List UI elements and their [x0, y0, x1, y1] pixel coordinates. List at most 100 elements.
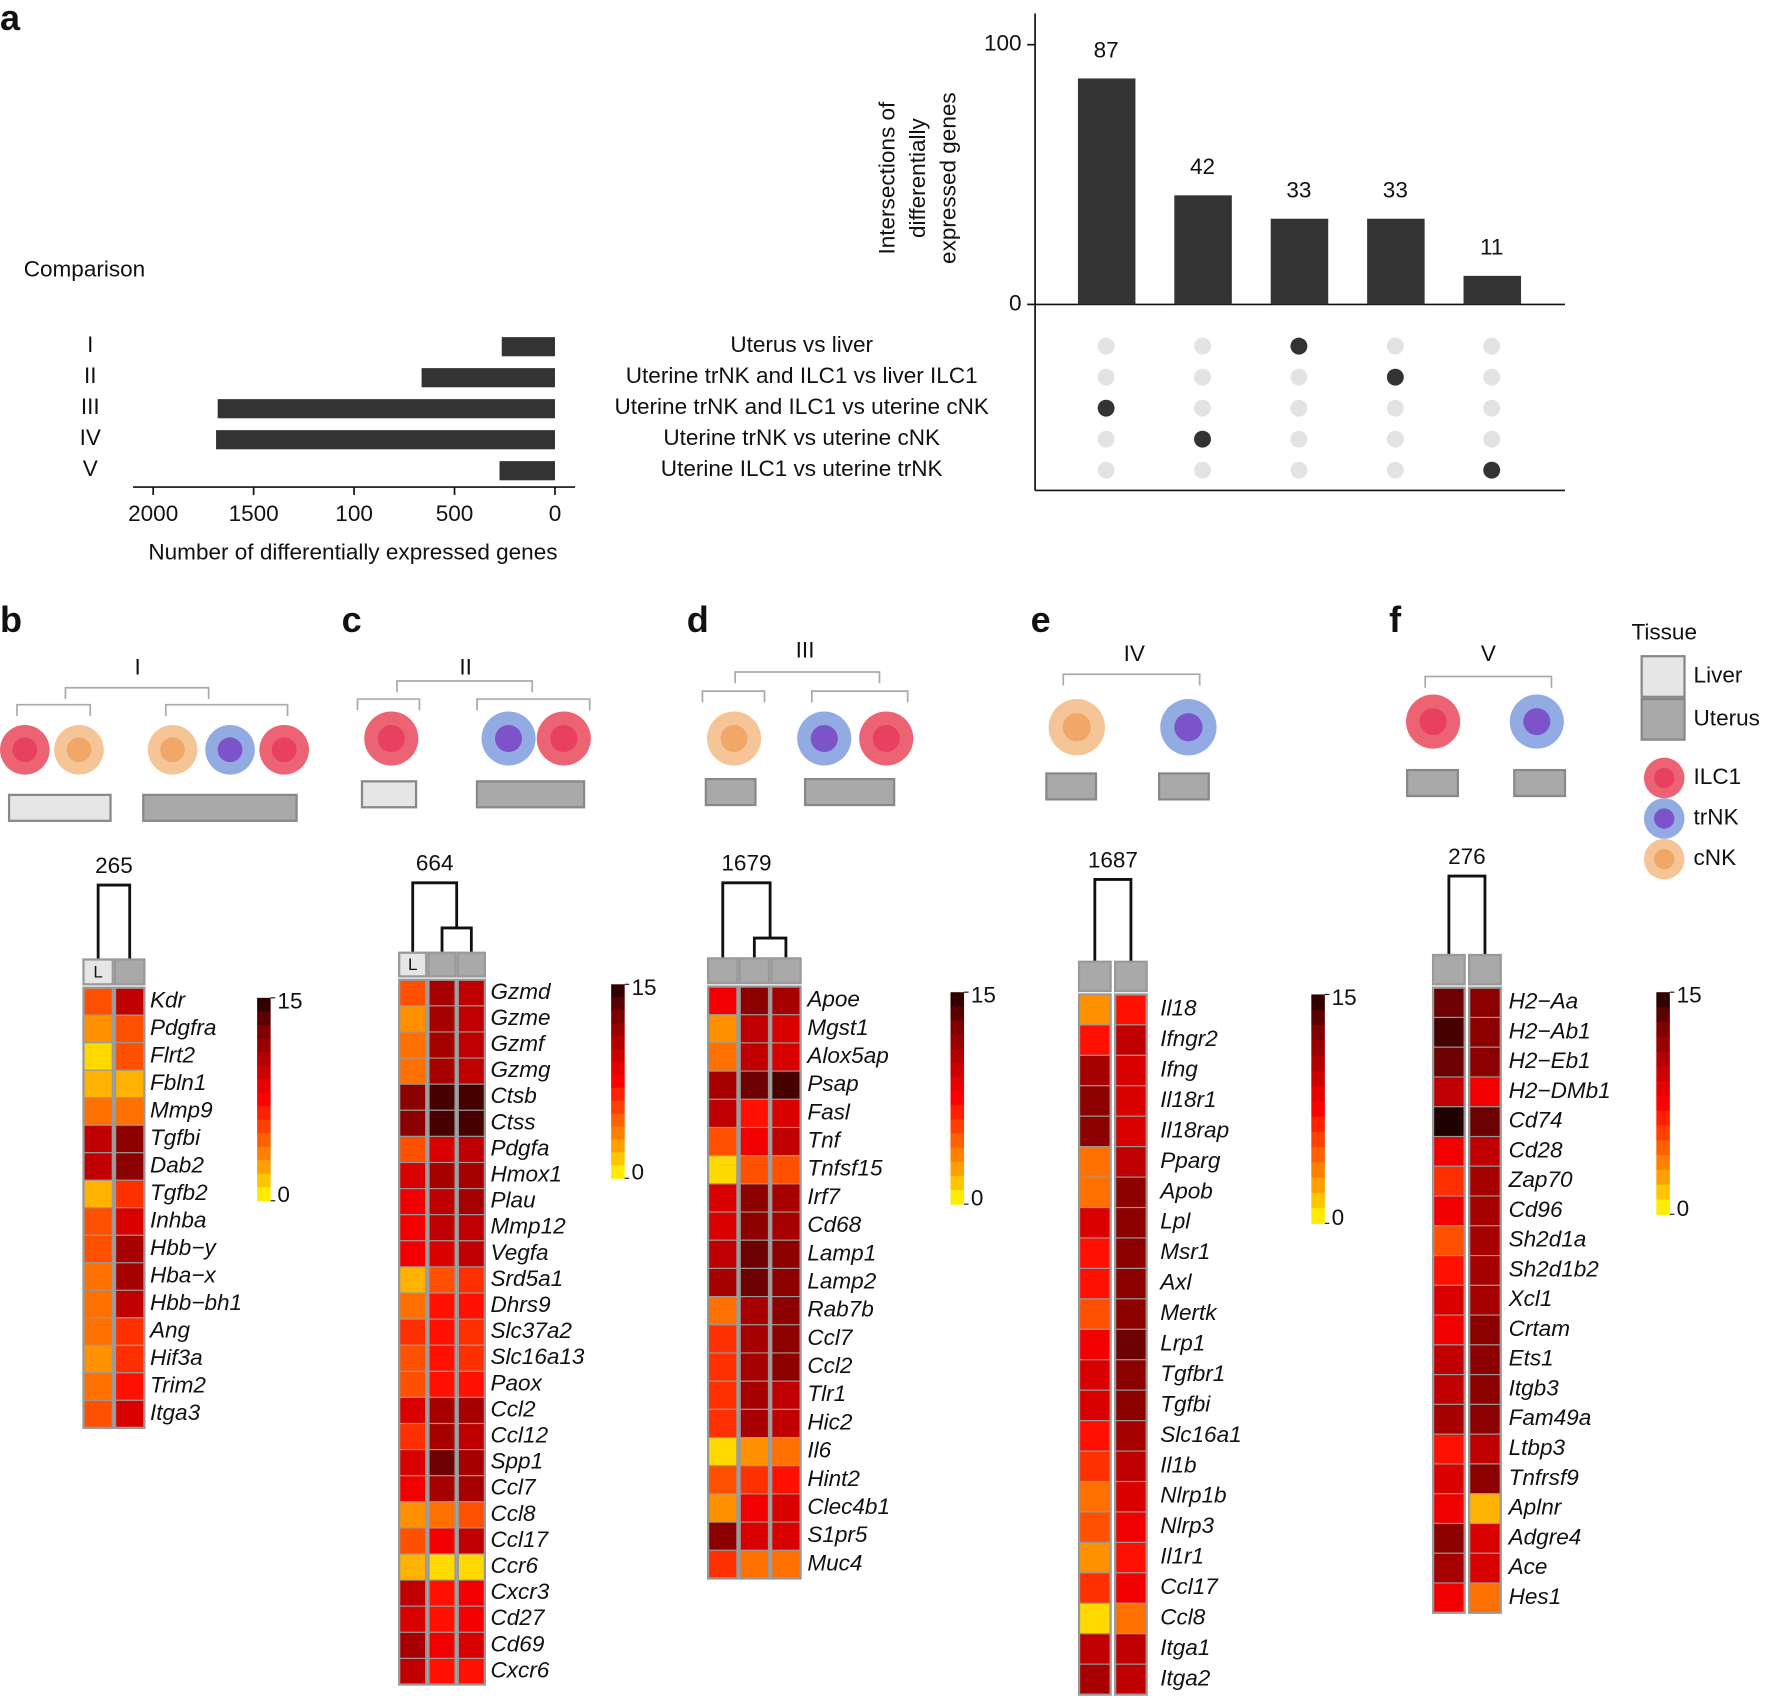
heat-cell	[114, 1289, 145, 1319]
colorbar-step	[611, 1139, 625, 1153]
set-dot	[1386, 368, 1404, 386]
colorbar-step	[611, 1165, 625, 1179]
colorbar-step	[1656, 1095, 1670, 1112]
heat-cell	[427, 1292, 457, 1320]
heat-cell	[1114, 1176, 1148, 1209]
heat-cell	[457, 1475, 486, 1503]
set-dot	[1290, 337, 1308, 355]
heat-cell	[427, 1527, 457, 1555]
heat-cell	[1078, 1389, 1112, 1422]
heat-cell	[707, 1436, 738, 1467]
colorbar-step	[1656, 1081, 1670, 1097]
heat-cell	[398, 1579, 427, 1607]
bracket	[64, 686, 210, 700]
heat-cell	[739, 1380, 770, 1410]
empty-dot	[1483, 337, 1501, 355]
set-dot	[1194, 430, 1211, 448]
column-frame	[1077, 993, 1112, 1696]
cell-nucleus	[12, 737, 38, 763]
heat-cell	[1078, 1267, 1112, 1300]
legend-label: trNK	[1694, 805, 1739, 830]
gene-label: Il1r1	[1160, 1544, 1204, 1569]
heat-cell	[1468, 1255, 1502, 1286]
cell-nucleus	[271, 737, 297, 763]
gene-label: Tgfbr1	[1160, 1361, 1225, 1386]
colorbar-step	[1311, 1116, 1325, 1133]
heat-cell	[1432, 1403, 1466, 1435]
gene-label: Hic2	[807, 1409, 853, 1434]
colorbar-step	[950, 1105, 965, 1120]
colorbar-step	[950, 1161, 965, 1177]
colorbar-step	[1656, 1184, 1670, 1201]
heat-cell	[1432, 1344, 1466, 1376]
gene-label: Gzme	[491, 1005, 551, 1030]
heat-cell	[707, 1070, 738, 1100]
heat-cell	[770, 1324, 802, 1354]
colorbar-step	[950, 1048, 965, 1064]
heat-cell	[1078, 1511, 1112, 1543]
colorbar-step	[1311, 1131, 1325, 1148]
heat-cell	[82, 1042, 114, 1071]
empty-dot	[1290, 461, 1308, 479]
gene-label: Cxcr3	[491, 1579, 550, 1604]
colorbar-label: 0	[631, 1160, 644, 1185]
heat-cell	[82, 1262, 114, 1291]
dendrogram	[411, 881, 473, 953]
heat-cell	[82, 1069, 114, 1099]
heat-cell	[739, 1296, 770, 1326]
heat-cell	[398, 1422, 427, 1451]
heat-cell	[739, 1352, 770, 1382]
column-frame	[706, 985, 739, 1580]
heat-cell	[739, 1549, 770, 1580]
heat-cell	[770, 1126, 802, 1157]
heat-cell	[398, 1135, 427, 1164]
panel-label: d	[687, 599, 709, 640]
heat-cell	[457, 1657, 486, 1686]
colorbar-step	[1311, 1192, 1325, 1209]
gene-label: Spp1	[491, 1449, 544, 1474]
heat-cell	[707, 1155, 738, 1185]
gene-label: Pparg	[1160, 1148, 1221, 1173]
empty-dot	[1290, 399, 1308, 417]
colorbar-step	[257, 1011, 271, 1026]
heat-cell	[427, 1057, 457, 1085]
colorbar-step	[257, 1187, 271, 1202]
gene-label: Hbb−bh1	[150, 1290, 242, 1315]
colorbar-step	[1311, 1040, 1325, 1057]
heat-cell	[1114, 1480, 1148, 1513]
colorbar-step	[1311, 1162, 1325, 1179]
heat-cell	[457, 1109, 486, 1137]
heat-cell	[770, 1352, 802, 1382]
column-frame	[427, 978, 457, 1686]
gene-label: Xcl1	[1508, 1286, 1553, 1311]
heat-cell	[1078, 1085, 1112, 1117]
heat-cell	[398, 1292, 427, 1320]
colorbar-step	[611, 1152, 625, 1166]
set-label: Uterus vs liver	[730, 332, 873, 357]
column-frame	[738, 985, 771, 1580]
heat-cell	[770, 1267, 802, 1298]
colorbar-label: 0	[1677, 1196, 1690, 1221]
heat-cell	[82, 1289, 114, 1319]
heat-cell	[770, 1014, 802, 1044]
gene-label: Apob	[1158, 1178, 1213, 1203]
column-header	[1468, 953, 1502, 986]
heat-cell	[1468, 1046, 1502, 1078]
heat-cell	[457, 1083, 486, 1111]
heat-cell	[1468, 1403, 1502, 1435]
heat-cell	[82, 1317, 114, 1346]
colorbar-label: 15	[277, 988, 302, 1013]
colorbar-step	[1656, 1066, 1670, 1082]
colorbar-step	[257, 1160, 271, 1175]
heat-cell	[114, 1399, 145, 1429]
bar	[1077, 78, 1136, 305]
gene-label: Tnfrsf9	[1509, 1465, 1580, 1490]
heat-cell	[82, 1372, 114, 1401]
gene-label: Rab7b	[807, 1297, 873, 1322]
colorbar-step	[1311, 994, 1325, 1011]
heat-cell	[739, 1239, 770, 1269]
heat-cell	[1468, 1344, 1502, 1376]
heat-cell	[82, 1152, 114, 1181]
gene-label: Plau	[491, 1188, 537, 1213]
empty-dot	[1097, 461, 1115, 479]
